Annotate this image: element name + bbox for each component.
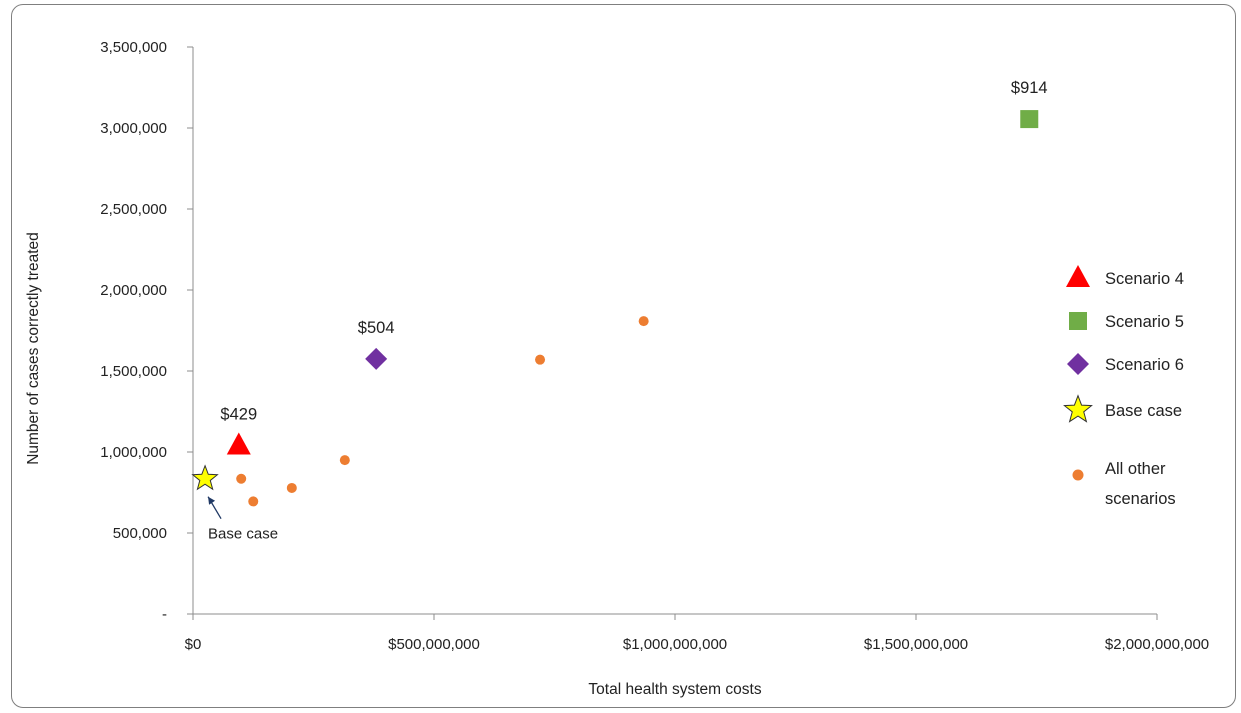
annotation-arrow-head xyxy=(208,496,216,505)
y-tick-label: 3,000,000 xyxy=(100,120,167,137)
point-scenario-6 xyxy=(365,347,388,370)
data-label-scenario-5: $914 xyxy=(1011,79,1048,97)
legend-label-scenario-4: Scenario 4 xyxy=(1105,270,1184,288)
point-all-other-scenarios xyxy=(236,473,247,484)
y-tick-label: - xyxy=(162,606,167,623)
y-axis-title: Number of cases correctly treated xyxy=(25,232,42,465)
point-all-other-scenarios xyxy=(248,496,259,507)
annotation-label: Base case xyxy=(208,526,278,543)
y-tick-label: 500,000 xyxy=(113,525,167,542)
legend-label-all-other-scenarios: All other xyxy=(1105,460,1166,478)
legend-label-base-case: Base case xyxy=(1105,402,1182,420)
data-label-scenario-6: $504 xyxy=(358,319,395,337)
x-tick-label: $1,000,000,000 xyxy=(623,636,727,653)
data-label-scenario-4: $429 xyxy=(220,406,257,424)
point-all-other-scenarios xyxy=(339,455,350,466)
point-scenario-4 xyxy=(226,432,251,455)
legend-marker-scenario-5 xyxy=(1069,312,1087,330)
legend-marker-scenario-4 xyxy=(1066,265,1090,287)
point-scenario-5 xyxy=(1020,110,1039,129)
point-all-other-scenarios xyxy=(286,482,297,493)
legend-marker-scenario-6 xyxy=(1067,353,1089,375)
y-tick-label: 2,500,000 xyxy=(100,201,167,218)
x-tick-label: $0 xyxy=(185,636,202,653)
legend-marker-base-case xyxy=(1063,394,1093,423)
x-tick-label: $1,500,000,000 xyxy=(864,636,968,653)
point-base-case xyxy=(191,464,219,491)
x-tick-label: $500,000,000 xyxy=(388,636,480,653)
legend-label-all-other-scenarios-cont: scenarios xyxy=(1105,490,1176,508)
axes: - 500,000 1,000,000 1,500,000 2,000,000 2,500… xyxy=(100,39,1209,653)
legend-label-scenario-6: Scenario 6 xyxy=(1105,356,1184,374)
x-tick-label: $2,000,000,000 xyxy=(1105,636,1209,653)
y-tick-label: 2,000,000 xyxy=(100,282,167,299)
y-tick-label: 3,500,000 xyxy=(100,39,167,56)
point-all-other-scenarios xyxy=(535,354,546,365)
legend-label-scenario-5: Scenario 5 xyxy=(1105,313,1184,331)
legend-marker-all-other-scenarios xyxy=(1072,469,1084,481)
y-tick-label: 1,500,000 xyxy=(100,363,167,380)
point-all-other-scenarios xyxy=(638,316,649,327)
y-tick-label: 1,000,000 xyxy=(100,444,167,461)
x-axis-title: Total health system costs xyxy=(588,681,761,698)
legend: Scenario 4 Scenario 5 Scenario 6 Base case A… xyxy=(1063,265,1184,508)
data-points: $429 $914 $504 Base case xyxy=(191,79,1048,543)
